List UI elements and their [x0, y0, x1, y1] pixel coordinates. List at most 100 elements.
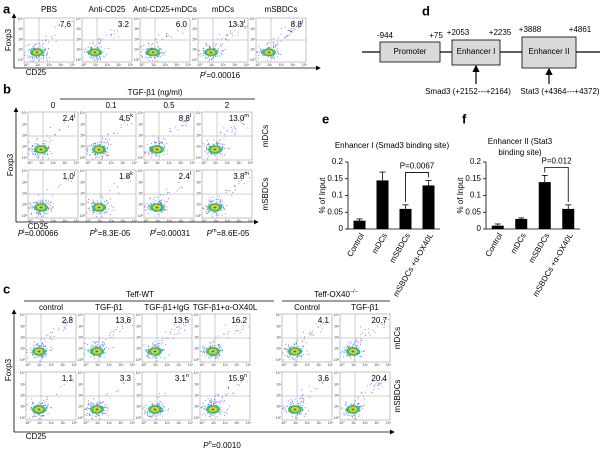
event-dot	[361, 332, 363, 334]
event-dot	[146, 143, 148, 146]
event-dot	[277, 37, 279, 39]
percentage: 3.1n	[175, 373, 189, 383]
event-dot	[205, 415, 207, 417]
event-dot	[328, 322, 330, 324]
event-dot	[348, 346, 350, 348]
group-sup: −/−	[350, 289, 358, 295]
event-dot	[381, 323, 383, 325]
event-dot	[271, 56, 273, 58]
event-dot	[341, 351, 344, 353]
event-dot	[100, 46, 103, 48]
event-dot	[163, 204, 165, 206]
event-dot	[158, 54, 160, 56]
event-dot	[146, 414, 148, 416]
event-dot	[212, 414, 214, 416]
event-dot	[88, 207, 91, 209]
event-dot	[369, 384, 371, 386]
event-dot	[46, 53, 48, 55]
percentage-part: 4.5	[119, 114, 131, 123]
event-dot	[54, 35, 56, 37]
event-dot	[353, 343, 355, 346]
event-dot	[259, 50, 261, 52]
event-dot	[225, 38, 227, 40]
event-dot	[160, 48, 162, 50]
panel-letter: d	[422, 3, 430, 18]
event-dot	[228, 331, 230, 333]
event-dot	[145, 49, 147, 51]
event-dot	[91, 402, 93, 404]
event-dot	[111, 33, 113, 36]
event-dot	[102, 138, 104, 140]
event-dot	[106, 407, 108, 409]
flow-tick-label: 10⁴	[134, 17, 140, 21]
event-dot	[93, 145, 95, 147]
flow-tick-label: 10⁰	[76, 58, 82, 62]
event-dot	[44, 354, 46, 356]
event-dot	[226, 205, 228, 207]
promoter-box	[379, 41, 441, 63]
flow-tick-label: 10¹	[95, 363, 101, 367]
event-dot	[30, 212, 32, 214]
event-dot	[92, 56, 95, 58]
event-dot	[96, 47, 98, 49]
event-dot	[155, 343, 157, 345]
event-dot	[169, 128, 171, 130]
event-dot	[296, 339, 298, 341]
event-dot	[49, 127, 51, 129]
enhancer-label: Enhancer I	[457, 47, 496, 56]
event-dot	[302, 393, 304, 396]
event-dot	[32, 153, 34, 155]
event-dot	[206, 152, 208, 154]
promoter-label: Promoter	[394, 47, 427, 56]
event-dot	[71, 20, 73, 23]
event-dot	[226, 34, 228, 36]
event-dot	[351, 415, 354, 417]
event-dot	[29, 148, 31, 150]
event-dot	[303, 336, 306, 338]
event-dot	[295, 343, 297, 345]
event-dot	[182, 121, 184, 123]
event-dot	[153, 56, 155, 59]
bar	[491, 225, 504, 229]
flow-tick-label: 10¹	[78, 347, 84, 351]
event-dot	[71, 378, 73, 380]
event-dot	[221, 214, 223, 216]
flow-tick-label: 10³	[316, 363, 322, 367]
event-dot	[92, 199, 94, 201]
event-dot	[154, 141, 156, 144]
event-dot	[288, 345, 290, 347]
event-dot	[33, 44, 36, 46]
density-core	[153, 350, 157, 353]
event-dot	[105, 138, 107, 140]
event-dot	[233, 321, 235, 323]
event-dot	[367, 332, 370, 334]
event-dot	[151, 152, 153, 154]
event-dot	[27, 45, 29, 47]
event-dot	[213, 400, 215, 402]
flow-tick-label: 10²	[167, 219, 173, 223]
event-dot	[34, 415, 36, 417]
event-dot	[109, 332, 112, 334]
event-dot	[198, 54, 200, 56]
event-dot	[156, 141, 158, 144]
y-tick-label: 0.2	[470, 157, 482, 166]
event-dot	[229, 30, 231, 32]
flow-tick-label: 10¹	[192, 48, 198, 52]
event-dot	[93, 201, 95, 203]
flow-tick-label: 10⁴	[190, 219, 196, 223]
flow-tick-label: 10²	[107, 421, 113, 425]
event-dot	[276, 44, 278, 46]
event-dot	[215, 214, 217, 216]
event-dot	[52, 202, 54, 204]
event-dot	[84, 51, 86, 53]
event-dot	[354, 417, 356, 420]
event-dot	[164, 409, 166, 411]
event-dot	[33, 412, 35, 414]
event-dot	[150, 203, 152, 205]
event-dot	[89, 402, 91, 404]
event-dot	[256, 51, 258, 53]
event-dot	[147, 213, 149, 215]
